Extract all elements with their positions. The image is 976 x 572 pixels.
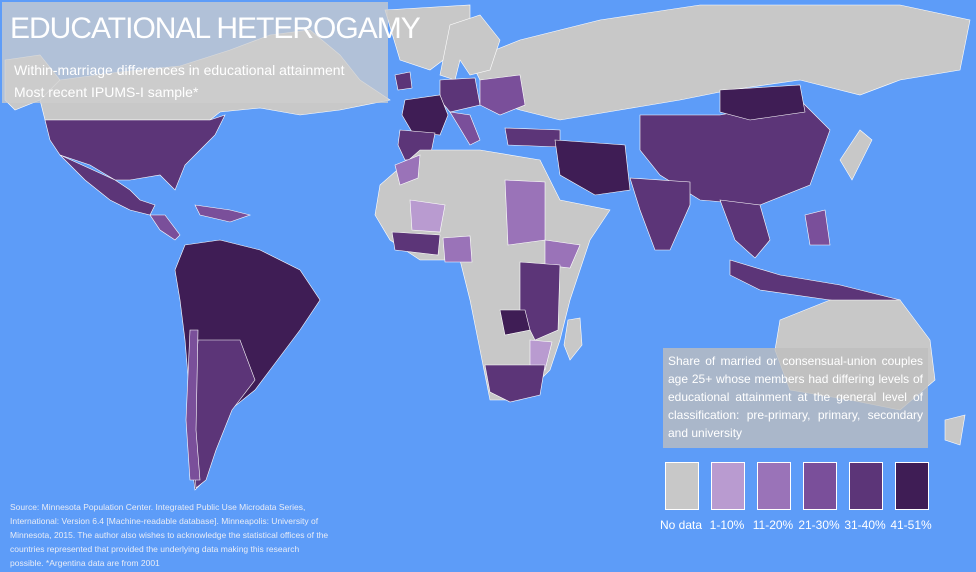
country (191, 339, 256, 489)
legend-swatch (849, 462, 883, 510)
country (442, 235, 473, 263)
country (409, 199, 446, 233)
country (519, 261, 561, 341)
legend-swatch (711, 462, 745, 510)
country (401, 94, 449, 136)
country (504, 179, 546, 246)
legend-label: No data (659, 518, 703, 532)
legend-label: 41-51% (890, 518, 932, 532)
country (469, 4, 971, 121)
legend-label: 1-10% (709, 518, 745, 532)
country (374, 149, 611, 401)
legend-swatch (665, 462, 699, 510)
country (504, 127, 561, 148)
source-note: Source: Minnesota Population Center. Int… (10, 502, 329, 568)
country (449, 111, 481, 146)
country (394, 154, 421, 186)
country (391, 231, 441, 256)
country (554, 139, 631, 196)
legend-swatch (895, 462, 929, 510)
country (944, 414, 966, 446)
legend-label: 11-20% (752, 518, 794, 532)
subtitle: Within-marriage differences in education… (14, 62, 345, 78)
country (839, 129, 873, 181)
country (439, 14, 501, 81)
country (499, 309, 531, 336)
country (484, 364, 546, 403)
legend-description: Share of married or consensual-union cou… (663, 348, 928, 448)
country (629, 177, 691, 251)
title-panel: EDUCATIONAL HETEROGAMY Within-marriage d… (2, 2, 421, 103)
legend-label: 21-30% (798, 518, 840, 532)
country (719, 84, 806, 121)
country (529, 339, 553, 371)
country (59, 154, 156, 216)
country (563, 317, 583, 361)
country (544, 239, 581, 269)
subtitle: Most recent IPUMS-I sample* (14, 84, 199, 100)
country (44, 114, 226, 191)
country (479, 74, 526, 116)
legend-swatch (803, 462, 837, 510)
country (394, 71, 413, 91)
legend-swatch (757, 462, 791, 510)
country (185, 329, 201, 481)
country (804, 209, 831, 246)
country (719, 199, 771, 259)
legend-label: 31-40% (844, 518, 886, 532)
country (149, 214, 181, 241)
title: EDUCATIONAL HETEROGAMY (10, 12, 421, 45)
country (439, 77, 481, 113)
country (194, 204, 252, 223)
